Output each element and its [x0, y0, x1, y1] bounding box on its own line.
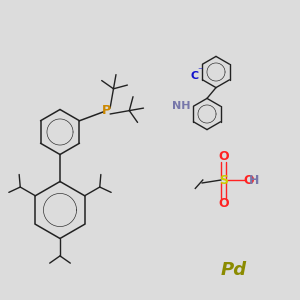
Text: Pd: Pd: [221, 261, 247, 279]
Text: NH: NH: [172, 100, 190, 111]
Text: O: O: [243, 173, 254, 187]
Text: S: S: [219, 173, 228, 187]
Text: H: H: [249, 173, 259, 187]
Text: P: P: [102, 104, 111, 118]
Text: ⁻: ⁻: [197, 66, 202, 76]
Text: O: O: [218, 197, 229, 210]
Text: O: O: [218, 150, 229, 163]
Text: C: C: [191, 71, 199, 81]
